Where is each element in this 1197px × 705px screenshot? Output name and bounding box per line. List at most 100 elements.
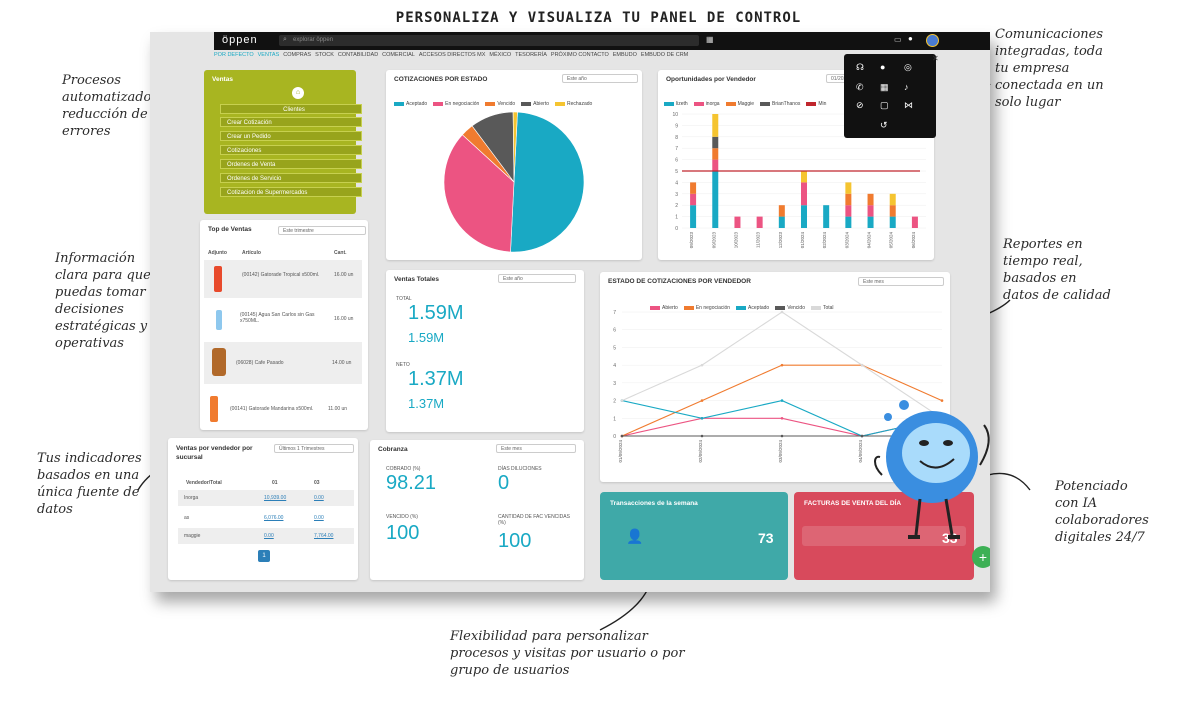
bar-segment[interactable]	[712, 171, 719, 228]
bar-segment[interactable]	[690, 182, 697, 194]
ventas-item-cotizaciones[interactable]: Cotizaciones	[220, 145, 362, 155]
menu-item[interactable]: ACCESOS DIRECTOS MX	[418, 52, 486, 58]
legend-item[interactable]: Total	[810, 305, 834, 311]
data-point[interactable]	[780, 363, 784, 367]
bell-icon[interactable]: ♪	[904, 82, 909, 92]
legend-item[interactable]: Min	[806, 101, 826, 107]
chat-icon[interactable]: ●	[908, 34, 913, 43]
bar-segment[interactable]	[778, 216, 785, 228]
search-input[interactable]: explorar öppen	[279, 35, 699, 46]
facturas-tile[interactable]: FACTURAS DE VENTA DEL DÍA 33	[794, 492, 974, 580]
menu-item[interactable]: COMPRAS	[283, 52, 312, 58]
avatar[interactable]	[926, 34, 939, 47]
whatsapp-icon[interactable]: ◎	[904, 62, 912, 72]
ventas-item-crear-pedido[interactable]: Crear un Pedido	[220, 131, 362, 141]
data-point[interactable]	[700, 434, 704, 438]
bar-segment[interactable]	[911, 216, 918, 228]
menu-item[interactable]: STOCK	[315, 52, 334, 58]
menu-item[interactable]: COMERCIAL	[382, 52, 415, 58]
data-point[interactable]	[860, 434, 864, 438]
legend-item[interactable]: lizeth	[664, 101, 688, 107]
apps-grid-icon[interactable]: ▦	[706, 35, 714, 44]
menu-item[interactable]: VENTAS	[257, 52, 280, 58]
close-icon[interactable]: ✕	[932, 54, 939, 63]
cell-link[interactable]: 7,764.00	[314, 533, 334, 539]
bar-segment[interactable]	[801, 171, 807, 183]
paperclip-icon[interactable]: ⊘	[856, 100, 864, 110]
note-icon[interactable]: ▢	[880, 100, 889, 110]
data-point[interactable]	[780, 310, 784, 314]
menu-item[interactable]: EMBUDO	[612, 52, 637, 58]
data-point[interactable]	[700, 399, 704, 402]
data-point[interactable]	[780, 399, 784, 402]
legend-item[interactable]: Vencido	[775, 305, 805, 311]
bar-segment[interactable]	[845, 205, 852, 217]
menu-item[interactable]: CONTABILIDAD	[337, 52, 379, 58]
keyboard-icon[interactable]: ▭	[894, 35, 902, 44]
phone-icon[interactable]: ✆	[856, 82, 864, 92]
bar-segment[interactable]	[845, 216, 852, 228]
legend-item[interactable]: Abierto	[650, 305, 678, 311]
data-point[interactable]	[780, 416, 784, 420]
bar-segment[interactable]	[712, 136, 719, 149]
bar-segment[interactable]	[712, 159, 719, 171]
bar-segment[interactable]	[712, 148, 719, 160]
bar-segment[interactable]	[756, 216, 763, 228]
page-button[interactable]: 1	[258, 550, 270, 562]
cell-link[interactable]: 0.00	[314, 515, 324, 521]
data-point[interactable]	[940, 399, 944, 402]
ventas-item-cotizacion-supermercados[interactable]: Cotizacion de Supermercados	[220, 187, 362, 197]
bar-segment[interactable]	[889, 193, 896, 206]
history-icon[interactable]: ↺	[880, 120, 888, 130]
data-point[interactable]	[700, 416, 704, 420]
bar-segment[interactable]	[734, 216, 741, 228]
ventas-item-ordenes-venta[interactable]: Ordenes de Venta	[220, 159, 362, 169]
bar-segment[interactable]	[889, 205, 896, 217]
menu-item[interactable]: POR DEFECTO	[214, 52, 254, 58]
legend-item[interactable]: Rechazado	[554, 101, 592, 107]
bar-segment[interactable]	[690, 193, 697, 206]
bar-segment[interactable]	[867, 216, 874, 228]
ventas-totales-period-select[interactable]: Este año	[498, 274, 576, 283]
bar-segment[interactable]	[801, 182, 807, 206]
chat-icon[interactable]: ●	[880, 62, 886, 72]
cell-link[interactable]: 6,076.00	[264, 515, 284, 521]
cell-link[interactable]: 10,939.00	[264, 495, 287, 501]
bar-segment[interactable]	[845, 182, 852, 194]
bar-segment[interactable]	[845, 193, 852, 206]
pie-slice[interactable]	[510, 111, 585, 253]
legend-item[interactable]: En negociación	[433, 101, 479, 107]
headset-icon[interactable]: ☊	[856, 62, 864, 72]
ventas-item-ordenes-servicio[interactable]: Ordenes de Servicio	[220, 173, 362, 183]
data-point[interactable]	[620, 434, 624, 438]
bar-segment[interactable]	[889, 216, 896, 228]
bar-segment[interactable]	[867, 205, 874, 217]
cell-link[interactable]: 0.00	[314, 495, 324, 501]
legend-item[interactable]: BrianThanos	[760, 101, 800, 107]
bar-segment[interactable]	[801, 205, 807, 228]
bar-segment[interactable]	[823, 205, 830, 228]
bar-segment[interactable]	[867, 193, 874, 206]
data-point[interactable]	[700, 363, 704, 367]
add-button[interactable]: +	[972, 546, 990, 568]
menu-item[interactable]: PRÓXIMO CONTACTO	[550, 52, 609, 58]
vendedor-period-select[interactable]: Últimos 1 Trimestres	[274, 444, 354, 453]
home-icon[interactable]: ⌂	[292, 87, 304, 99]
legend-item[interactable]: Vencido	[485, 101, 515, 107]
pie-slice[interactable]	[443, 134, 515, 253]
data-point[interactable]	[620, 399, 624, 402]
data-point[interactable]	[860, 363, 864, 367]
cobranza-period-select[interactable]: Este mes	[496, 444, 576, 453]
bar-segment[interactable]	[690, 205, 697, 228]
calendar-icon[interactable]: ▦	[880, 82, 889, 92]
legend-item[interactable]: Maggie	[725, 101, 754, 107]
ventas-item-clientes[interactable]: Clientes	[220, 104, 362, 114]
legend-item[interactable]: En negociación	[683, 305, 730, 311]
share-icon[interactable]: ⋈	[904, 100, 913, 110]
bar-segment[interactable]	[778, 205, 785, 217]
cotizaciones-period-select[interactable]: Este año	[562, 74, 638, 83]
estado-vendedor-period-select[interactable]: Este mes	[858, 277, 944, 286]
legend-item[interactable]: Abierto	[521, 101, 549, 107]
menu-item[interactable]: MÉXICO	[489, 52, 512, 58]
legend-item[interactable]: Aceptado	[736, 305, 769, 311]
